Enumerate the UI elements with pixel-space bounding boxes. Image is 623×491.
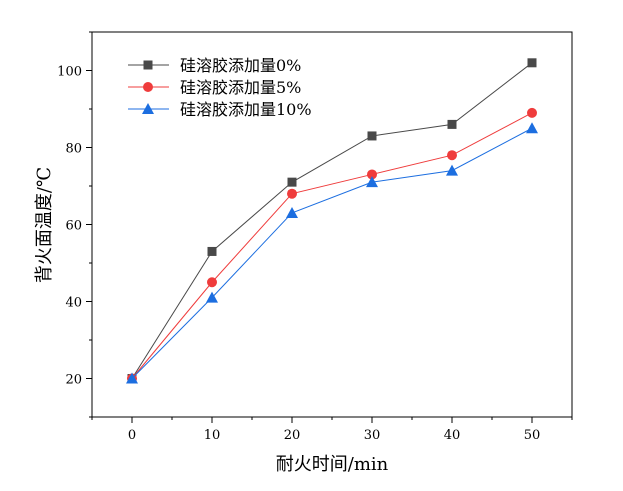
x-tick-label: 50: [524, 428, 541, 443]
legend-item: 硅溶胶添加量0%: [128, 56, 301, 75]
square-marker: [287, 177, 297, 187]
x-tick-label: 20: [284, 428, 301, 443]
series-2: [126, 122, 538, 384]
legend-item: 硅溶胶添加量10%: [128, 100, 312, 119]
legend-label: 硅溶胶添加量10%: [180, 100, 312, 119]
triangle-marker: [366, 176, 378, 188]
square-marker: [527, 58, 537, 68]
y-tick-label: 20: [65, 373, 82, 388]
axes: 0 10 20 30 40 50 20 40 60 80 100: [57, 31, 573, 443]
circle-marker: [143, 82, 153, 92]
plot-frame: [91, 31, 573, 418]
circle-marker: [367, 169, 377, 180]
square-marker: [447, 119, 457, 129]
triangle-marker: [126, 372, 138, 384]
series-1: [127, 107, 537, 384]
y-tick-label: 80: [65, 142, 82, 157]
legend-item: 硅溶胶添加量5%: [128, 78, 301, 97]
x-tick-label: 40: [444, 428, 461, 443]
square-marker: [143, 60, 153, 70]
triangle-marker: [526, 122, 538, 134]
triangle-marker: [446, 164, 458, 176]
y-tick-label: 100: [57, 65, 82, 80]
circle-marker: [527, 107, 537, 118]
triangle-marker: [142, 103, 154, 114]
series-line: [131, 112, 533, 379]
legend: 硅溶胶添加量0% 硅溶胶添加量5% 硅溶胶添加量10%: [128, 56, 312, 119]
square-marker: [367, 131, 377, 141]
x-tick-label: 0: [128, 428, 136, 443]
circle-marker: [207, 277, 217, 288]
x-tick-label: 10: [204, 428, 221, 443]
triangle-marker: [206, 291, 218, 303]
series-group: [126, 58, 538, 384]
series-line: [131, 62, 533, 379]
square-marker: [207, 246, 217, 256]
x-axis-label: 耐火时间/min: [276, 454, 389, 475]
series-line: [131, 127, 533, 379]
x-tick-label: 30: [364, 428, 381, 443]
circle-marker: [447, 150, 457, 161]
y-axis-label: 背火面温度/℃: [34, 167, 55, 283]
y-tick-label: 40: [65, 296, 82, 311]
y-tick-label: 60: [65, 219, 82, 234]
triangle-marker: [286, 206, 298, 218]
legend-label: 硅溶胶添加量0%: [180, 56, 301, 75]
legend-label: 硅溶胶添加量5%: [180, 78, 301, 97]
circle-marker: [287, 188, 297, 199]
